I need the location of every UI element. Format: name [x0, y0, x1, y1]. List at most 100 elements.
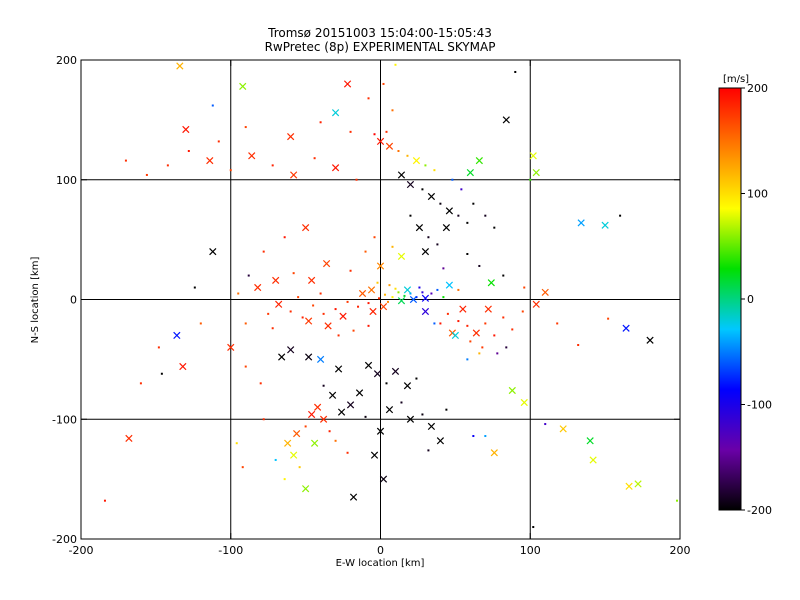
dot-marker [373, 133, 376, 136]
cross-marker [319, 415, 328, 423]
cross-marker [403, 286, 412, 294]
dot-marker [267, 312, 270, 315]
x-tick-label: 100 [520, 544, 541, 557]
cross-marker [206, 156, 214, 165]
cross-marker [322, 259, 331, 268]
dot-marker [244, 365, 247, 368]
cross-marker [304, 317, 313, 325]
dot-marker [297, 296, 300, 299]
dot-marker [446, 312, 449, 315]
dot-marker [397, 291, 400, 294]
cross-marker [334, 365, 343, 373]
cross-marker [176, 62, 184, 70]
dot-marker [430, 292, 433, 295]
dot-marker [466, 358, 469, 361]
dot-marker [427, 236, 430, 239]
cross-marker [290, 171, 298, 179]
dot-marker [145, 173, 148, 176]
dot-marker [400, 401, 403, 404]
dot-marker [388, 284, 391, 287]
dot-marker [436, 288, 439, 291]
dot-marker [244, 126, 247, 129]
cross-marker [385, 406, 394, 414]
dot-marker [409, 292, 412, 295]
dot-marker [421, 291, 424, 294]
cross-marker [248, 152, 256, 160]
cross-marker [484, 305, 492, 313]
dot-marker [346, 451, 349, 454]
cross-marker [379, 475, 388, 483]
dot-marker [532, 526, 535, 529]
dot-marker [544, 423, 547, 426]
dot-marker [502, 316, 505, 319]
dot-marker [466, 324, 469, 327]
cross-marker [349, 493, 358, 501]
dot-marker [484, 322, 487, 325]
dot-marker [478, 352, 481, 355]
data-points [103, 62, 679, 529]
dot-marker [322, 312, 325, 315]
dot-marker [619, 214, 622, 217]
dot-marker [262, 418, 265, 421]
cross-marker [278, 353, 286, 361]
cross-marker [339, 312, 347, 320]
cross-marker [625, 482, 633, 490]
cross-marker [406, 415, 415, 423]
dot-marker [403, 294, 406, 297]
dot-marker [472, 202, 475, 205]
cross-marker [337, 408, 346, 416]
dot-marker [451, 178, 454, 181]
colorbar-tick-label: -200 [747, 504, 772, 517]
colorbar-ticks: 200 100 0 -100 -200 [741, 82, 772, 517]
dot-marker [427, 449, 430, 452]
cross-marker [227, 343, 235, 352]
dot-marker [262, 250, 265, 253]
dot-marker [298, 466, 301, 469]
dot-marker [457, 320, 460, 323]
cross-marker [125, 434, 133, 443]
dot-marker [478, 264, 481, 267]
dot-marker [406, 154, 409, 157]
cross-marker [601, 221, 609, 229]
chart-title: Tromsø 20151003 15:04:00-15:05:43 [267, 26, 492, 40]
dot-marker [484, 435, 487, 438]
dot-marker [421, 188, 424, 191]
cross-marker [367, 286, 376, 294]
dot-marker [319, 292, 322, 295]
cross-marker [475, 156, 483, 165]
cross-marker [373, 370, 382, 378]
colorbar-tick-label: 200 [747, 82, 768, 95]
colorbar-tick-label: 100 [747, 188, 768, 201]
cross-marker [307, 410, 316, 419]
dot-marker [433, 169, 436, 172]
cross-marker [586, 437, 594, 445]
cross-marker [529, 152, 537, 160]
dot-marker [496, 352, 499, 355]
colorbar-tick-label: -100 [747, 399, 772, 412]
colorbar-tick-label: 0 [747, 293, 754, 306]
dot-marker [328, 430, 331, 433]
cross-marker [427, 422, 436, 431]
cross-marker [577, 219, 585, 227]
cross-marker [508, 386, 516, 395]
dot-marker [124, 159, 127, 162]
x-tick-label: 0 [377, 544, 384, 557]
dot-marker [312, 304, 315, 307]
dot-marker [193, 286, 196, 289]
dot-marker [394, 287, 397, 290]
cross-marker [421, 307, 430, 316]
dot-marker [577, 344, 580, 347]
cross-marker [324, 322, 332, 330]
cross-marker [397, 297, 406, 305]
cross-marker [302, 485, 310, 493]
cross-marker [379, 303, 388, 311]
dot-marker [274, 458, 277, 461]
dot-marker [436, 243, 439, 246]
dot-marker [157, 346, 160, 349]
dot-marker [349, 130, 352, 133]
colorbar-strip [718, 87, 742, 511]
y-tick-label: -100 [52, 413, 77, 426]
dot-marker [103, 499, 106, 502]
y-tick-label: -200 [52, 533, 77, 546]
dot-marker [346, 300, 349, 303]
